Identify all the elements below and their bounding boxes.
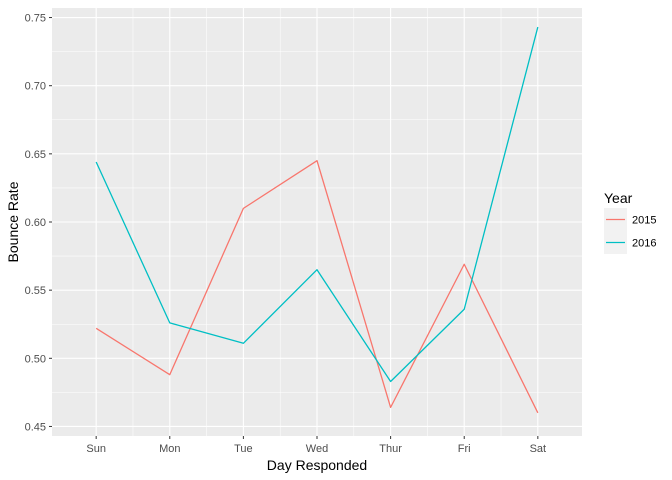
y-tick-label: 0.70 — [25, 81, 46, 93]
y-axis-title: Bounce Rate — [5, 181, 21, 262]
y-tick-label: 0.45 — [25, 421, 46, 433]
y-tick-label: 0.75 — [25, 13, 46, 25]
y-tick-label: 0.55 — [25, 285, 46, 297]
series-layer — [95, 26, 539, 414]
y-axis: 0.45 0.50 0.55 0.60 0.65 0.70 0.75 — [25, 13, 52, 433]
series-line-2015 — [95, 160, 539, 414]
legend-label: 2015 — [632, 215, 656, 227]
x-axis: Sun Mon Tue Wed Thur Fri Sat — [86, 436, 546, 455]
y-tick-label: 0.65 — [25, 149, 46, 161]
major-gridlines — [52, 8, 582, 436]
x-tick-label: Mon — [159, 443, 180, 455]
y-tick-label: 0.60 — [25, 217, 46, 229]
x-tick-label: Thur — [379, 443, 402, 455]
series-line-2016 — [95, 26, 539, 383]
x-tick-label: Sat — [530, 443, 547, 455]
x-tick-label: Fri — [458, 443, 471, 455]
x-axis-title: Day Responded — [267, 457, 367, 473]
x-tick-label: Tue — [234, 443, 253, 455]
legend: Year 2015 2016 — [604, 190, 656, 254]
legend-items: 2015 2016 — [604, 208, 656, 254]
legend-title: Year — [604, 190, 633, 206]
legend-label: 2016 — [632, 238, 656, 250]
y-tick-label: 0.50 — [25, 353, 46, 365]
x-tick-label: Sun — [86, 443, 106, 455]
x-tick-label: Wed — [306, 443, 328, 455]
